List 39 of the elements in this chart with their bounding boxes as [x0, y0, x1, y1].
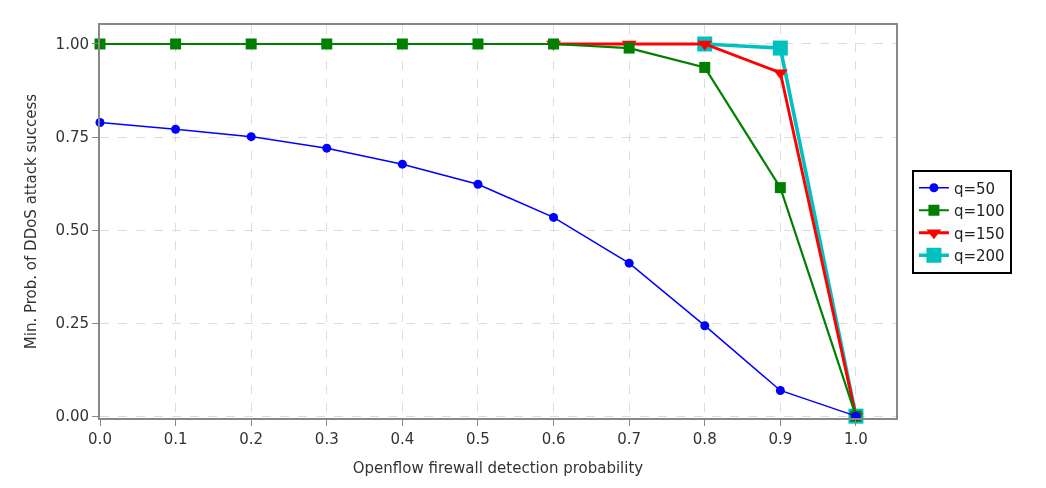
x-tick-label: 0.6	[541, 430, 566, 448]
legend-label: q=200	[953, 247, 1005, 266]
point	[397, 159, 407, 169]
x-tick-label: 0.7	[617, 430, 642, 448]
point	[473, 179, 483, 189]
y-tick-label: 0.75	[55, 128, 89, 147]
x-tick-label: 1.0	[844, 430, 868, 448]
x-tick-label: 0.3	[314, 430, 339, 448]
point	[772, 40, 788, 56]
legend-label: q=50	[953, 179, 996, 198]
point	[170, 38, 182, 50]
legend-label: q=100	[953, 202, 1005, 221]
x-tick-label: 0.1	[163, 430, 188, 448]
point	[171, 124, 181, 134]
point	[245, 38, 257, 50]
point	[775, 385, 785, 395]
x-tick-label: 0.5	[466, 430, 490, 448]
point	[396, 38, 408, 50]
x-tick-label: 0.2	[239, 430, 264, 448]
y-tick-label: 0.00	[55, 407, 89, 426]
x-tick-label: 0.9	[768, 430, 793, 448]
x-tick-label: 0.8	[692, 430, 717, 448]
point	[321, 38, 333, 50]
x-tick-label: 0.4	[390, 430, 415, 448]
point	[246, 132, 256, 142]
point	[700, 321, 710, 331]
y-tick-label: 0.50	[55, 221, 89, 240]
x-tick-label: 0.0	[88, 430, 112, 448]
y-tick-label: 0.25	[55, 314, 89, 333]
point	[322, 143, 332, 153]
legend-label: q=150	[953, 224, 1005, 243]
point	[774, 182, 786, 194]
x-axis-title: Openflow firewall detection probability	[352, 458, 644, 477]
y-axis-title: Min. Prob. of DDoS attack success	[22, 93, 41, 350]
point	[472, 38, 484, 50]
y-tick-label: 1.00	[55, 35, 89, 54]
point	[549, 212, 559, 222]
point	[624, 258, 634, 268]
point	[699, 61, 711, 73]
